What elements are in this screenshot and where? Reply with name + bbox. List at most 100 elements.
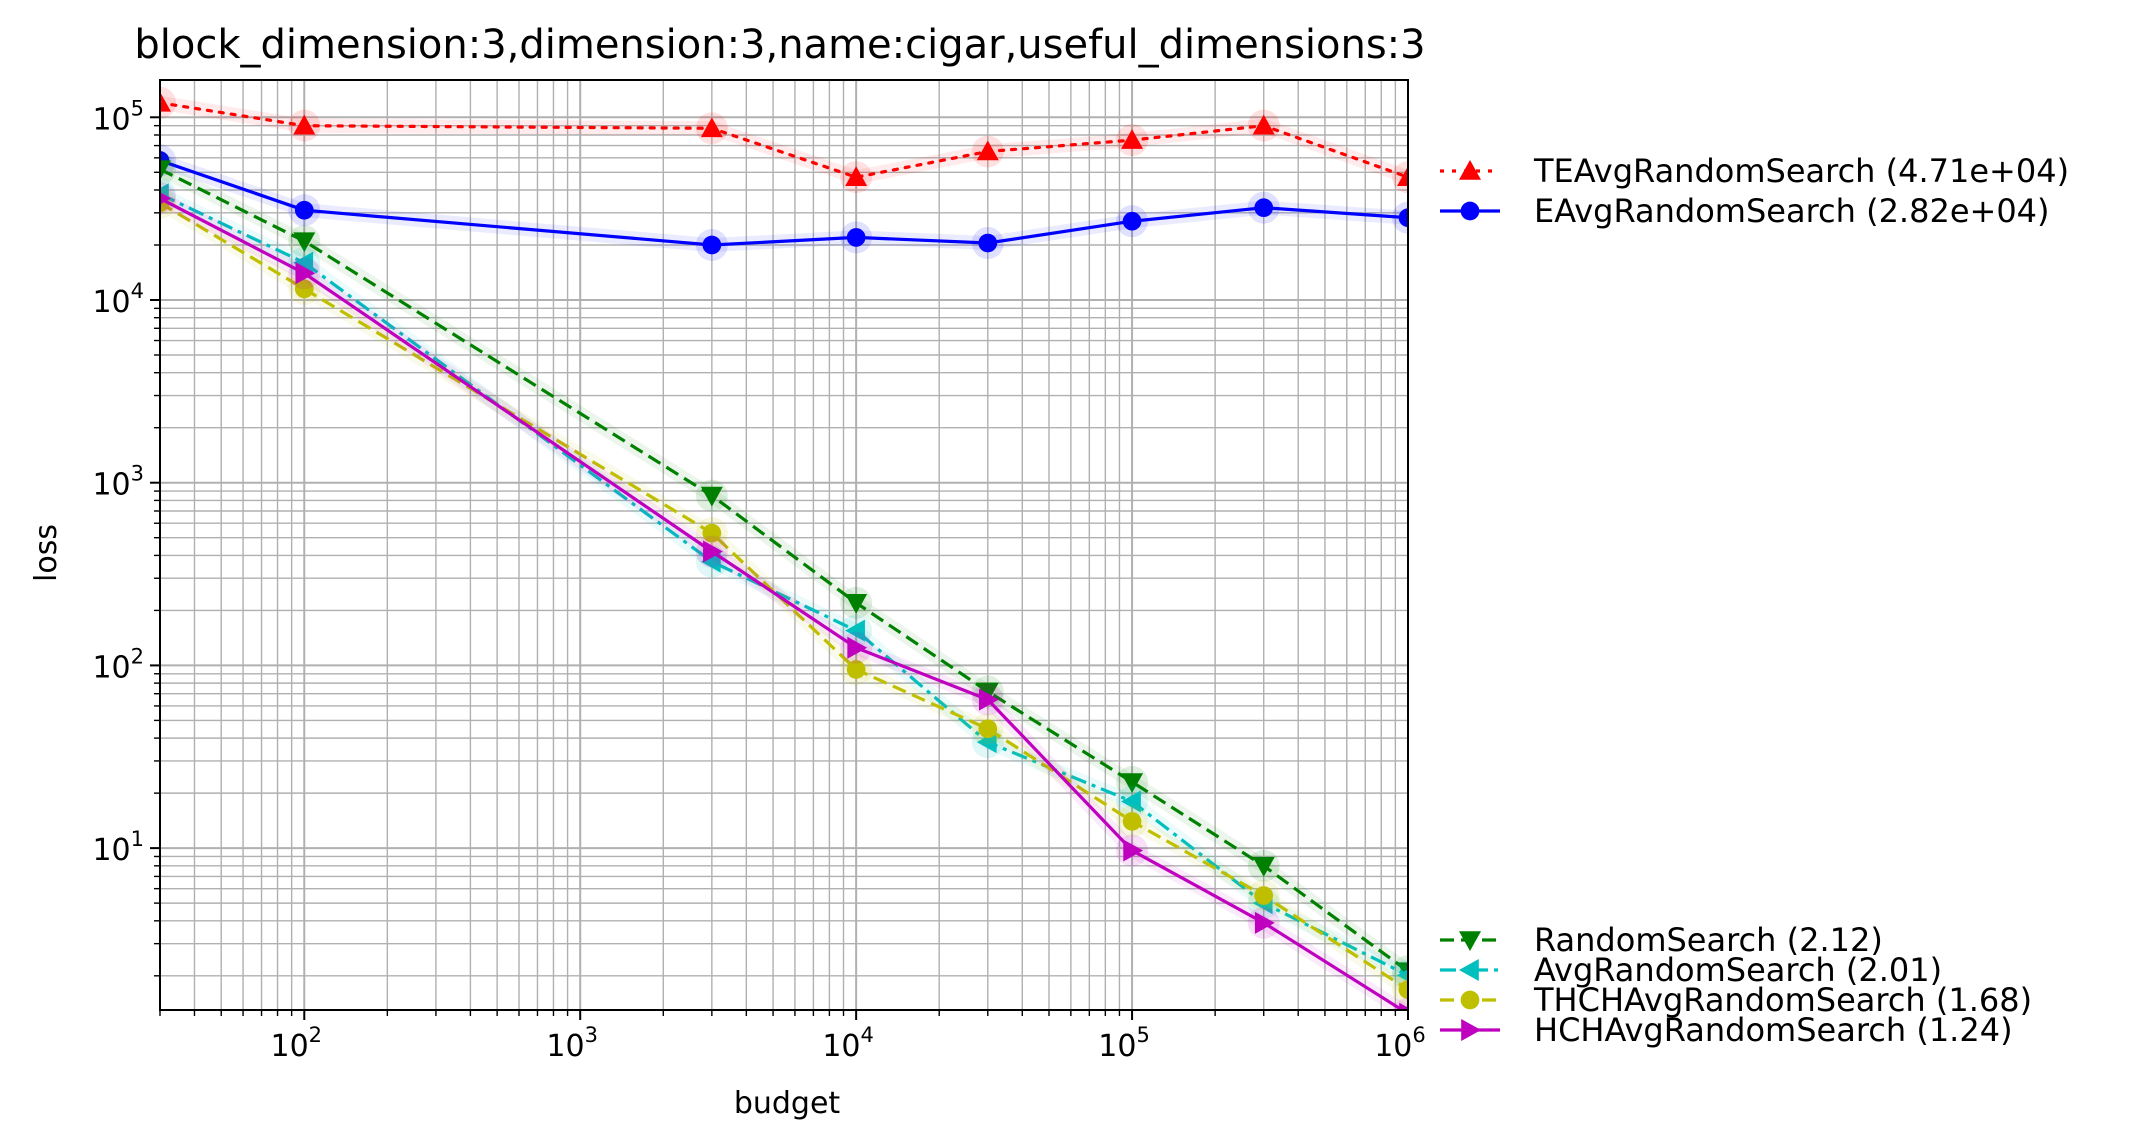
data-point xyxy=(700,486,723,507)
y-tick-exponent: 5 xyxy=(131,96,144,120)
data-point xyxy=(160,192,171,205)
y-tick-label: 101 xyxy=(92,827,144,868)
legend-marker xyxy=(1460,990,1480,1010)
y-tick-label: 102 xyxy=(92,644,144,685)
series-group xyxy=(160,178,1408,992)
legend-marker xyxy=(1461,1019,1481,1041)
legend-item: AvgRandomSearch (2.01) xyxy=(1440,951,1942,989)
data-point xyxy=(1122,812,1142,831)
y-tick-base: 10 xyxy=(92,285,130,320)
data-point xyxy=(1397,166,1408,187)
data-point xyxy=(1398,208,1408,228)
x-tick-label: 104 xyxy=(822,1023,874,1064)
data-point xyxy=(1254,886,1274,905)
legend-item: HCHAvgRandomSearch (1.24) xyxy=(1440,1011,2013,1049)
data-point xyxy=(976,682,999,703)
legend-item: EAvgRandomSearch (2.82e+04) xyxy=(1440,192,2050,230)
legend-label: AvgRandomSearch (2.01) xyxy=(1534,951,1942,989)
series-line xyxy=(160,192,1408,977)
plot-frame xyxy=(159,79,1409,1011)
data-point xyxy=(1123,839,1144,862)
data-point xyxy=(294,200,314,220)
x-axis-label: budget xyxy=(734,1086,841,1121)
data-point xyxy=(294,279,314,299)
legend-label: EAvgRandomSearch (2.82e+04) xyxy=(1534,192,2050,230)
y-tick-base: 10 xyxy=(92,650,130,685)
data-point xyxy=(1398,980,1408,1000)
y-tick-base: 10 xyxy=(92,102,130,137)
x-tick-labels: 102 103 104 105 106 xyxy=(270,1023,1425,1064)
data-point xyxy=(700,550,721,573)
legend-label: THCHAvgRandomSearch (1.68) xyxy=(1533,981,2032,1019)
legend-marker xyxy=(1459,931,1481,951)
data-point xyxy=(1121,773,1144,794)
series-group xyxy=(160,182,1408,1010)
legend-marker xyxy=(1459,959,1479,981)
data-point xyxy=(702,523,722,543)
x-tick-label: 105 xyxy=(1098,1023,1150,1064)
series-group xyxy=(160,144,1408,261)
x-tick-base: 10 xyxy=(1098,1029,1136,1064)
data-point xyxy=(293,232,316,253)
data-point xyxy=(702,235,722,255)
x-tick-base: 10 xyxy=(1374,1029,1412,1064)
axis-ticks xyxy=(150,116,1409,1020)
data-point xyxy=(160,91,171,112)
y-tick-exponent: 2 xyxy=(131,644,144,668)
data-point xyxy=(293,114,316,135)
data-point xyxy=(845,166,868,187)
x-tick-label: 106 xyxy=(1374,1023,1426,1064)
x-tick-label: 103 xyxy=(546,1023,598,1064)
data-point xyxy=(845,619,865,642)
y-tick-label: 105 xyxy=(92,96,144,137)
y-tick-exponent: 4 xyxy=(131,279,144,303)
data-point xyxy=(700,117,723,138)
legend-label: HCHAvgRandomSearch (1.24) xyxy=(1534,1011,2013,1049)
data-point xyxy=(846,228,866,247)
legend-item: THCHAvgRandomSearch (1.68) xyxy=(1440,981,2032,1019)
data-point xyxy=(1254,911,1275,934)
minor-grid xyxy=(159,80,1408,1010)
data-point xyxy=(978,688,999,711)
y-axis-label: loss xyxy=(29,524,64,582)
data-point xyxy=(845,594,868,614)
series-line xyxy=(160,101,1408,179)
data-point xyxy=(976,140,999,161)
x-tick-base: 10 xyxy=(822,1029,860,1064)
series-line xyxy=(160,167,1408,973)
legend-marker xyxy=(1460,201,1480,221)
data-point xyxy=(978,233,998,253)
x-tick-base: 10 xyxy=(546,1029,584,1064)
data-point xyxy=(1397,969,1408,982)
data-point xyxy=(160,160,171,181)
chart-title: block_dimension:3,dimension:3,name:cigar… xyxy=(134,22,1425,68)
series-group xyxy=(160,86,1408,194)
data-point xyxy=(1121,790,1141,813)
y-tick-label: 103 xyxy=(92,462,144,503)
legend-item: TEAvgRandomSearch (4.71e+04) xyxy=(1440,152,2069,190)
y-tick-label: 104 xyxy=(92,279,144,320)
x-tick-exponent: 2 xyxy=(309,1023,322,1047)
x-tick-exponent: 3 xyxy=(585,1023,598,1047)
data-point xyxy=(1399,1002,1408,1010)
data-point xyxy=(1122,211,1142,231)
data-point xyxy=(1254,198,1274,218)
data-point xyxy=(1121,129,1144,149)
x-tick-label: 102 xyxy=(270,1023,322,1064)
series-band xyxy=(160,153,1408,252)
data-point xyxy=(703,540,723,563)
data-point xyxy=(847,636,868,659)
data-point xyxy=(1252,114,1275,135)
legend: TEAvgRandomSearch (4.71e+04)EAvgRandomSe… xyxy=(1440,152,2069,1049)
data-point xyxy=(846,660,866,679)
data-point xyxy=(295,262,316,285)
x-tick-exponent: 6 xyxy=(1412,1023,1425,1047)
y-tick-exponent: 3 xyxy=(131,462,144,486)
x-tick-exponent: 5 xyxy=(1136,1023,1149,1047)
plot-series xyxy=(160,86,1408,1010)
y-tick-base: 10 xyxy=(92,468,130,503)
x-tick-base: 10 xyxy=(270,1029,308,1064)
legend-label: RandomSearch (2.12) xyxy=(1534,921,1883,959)
